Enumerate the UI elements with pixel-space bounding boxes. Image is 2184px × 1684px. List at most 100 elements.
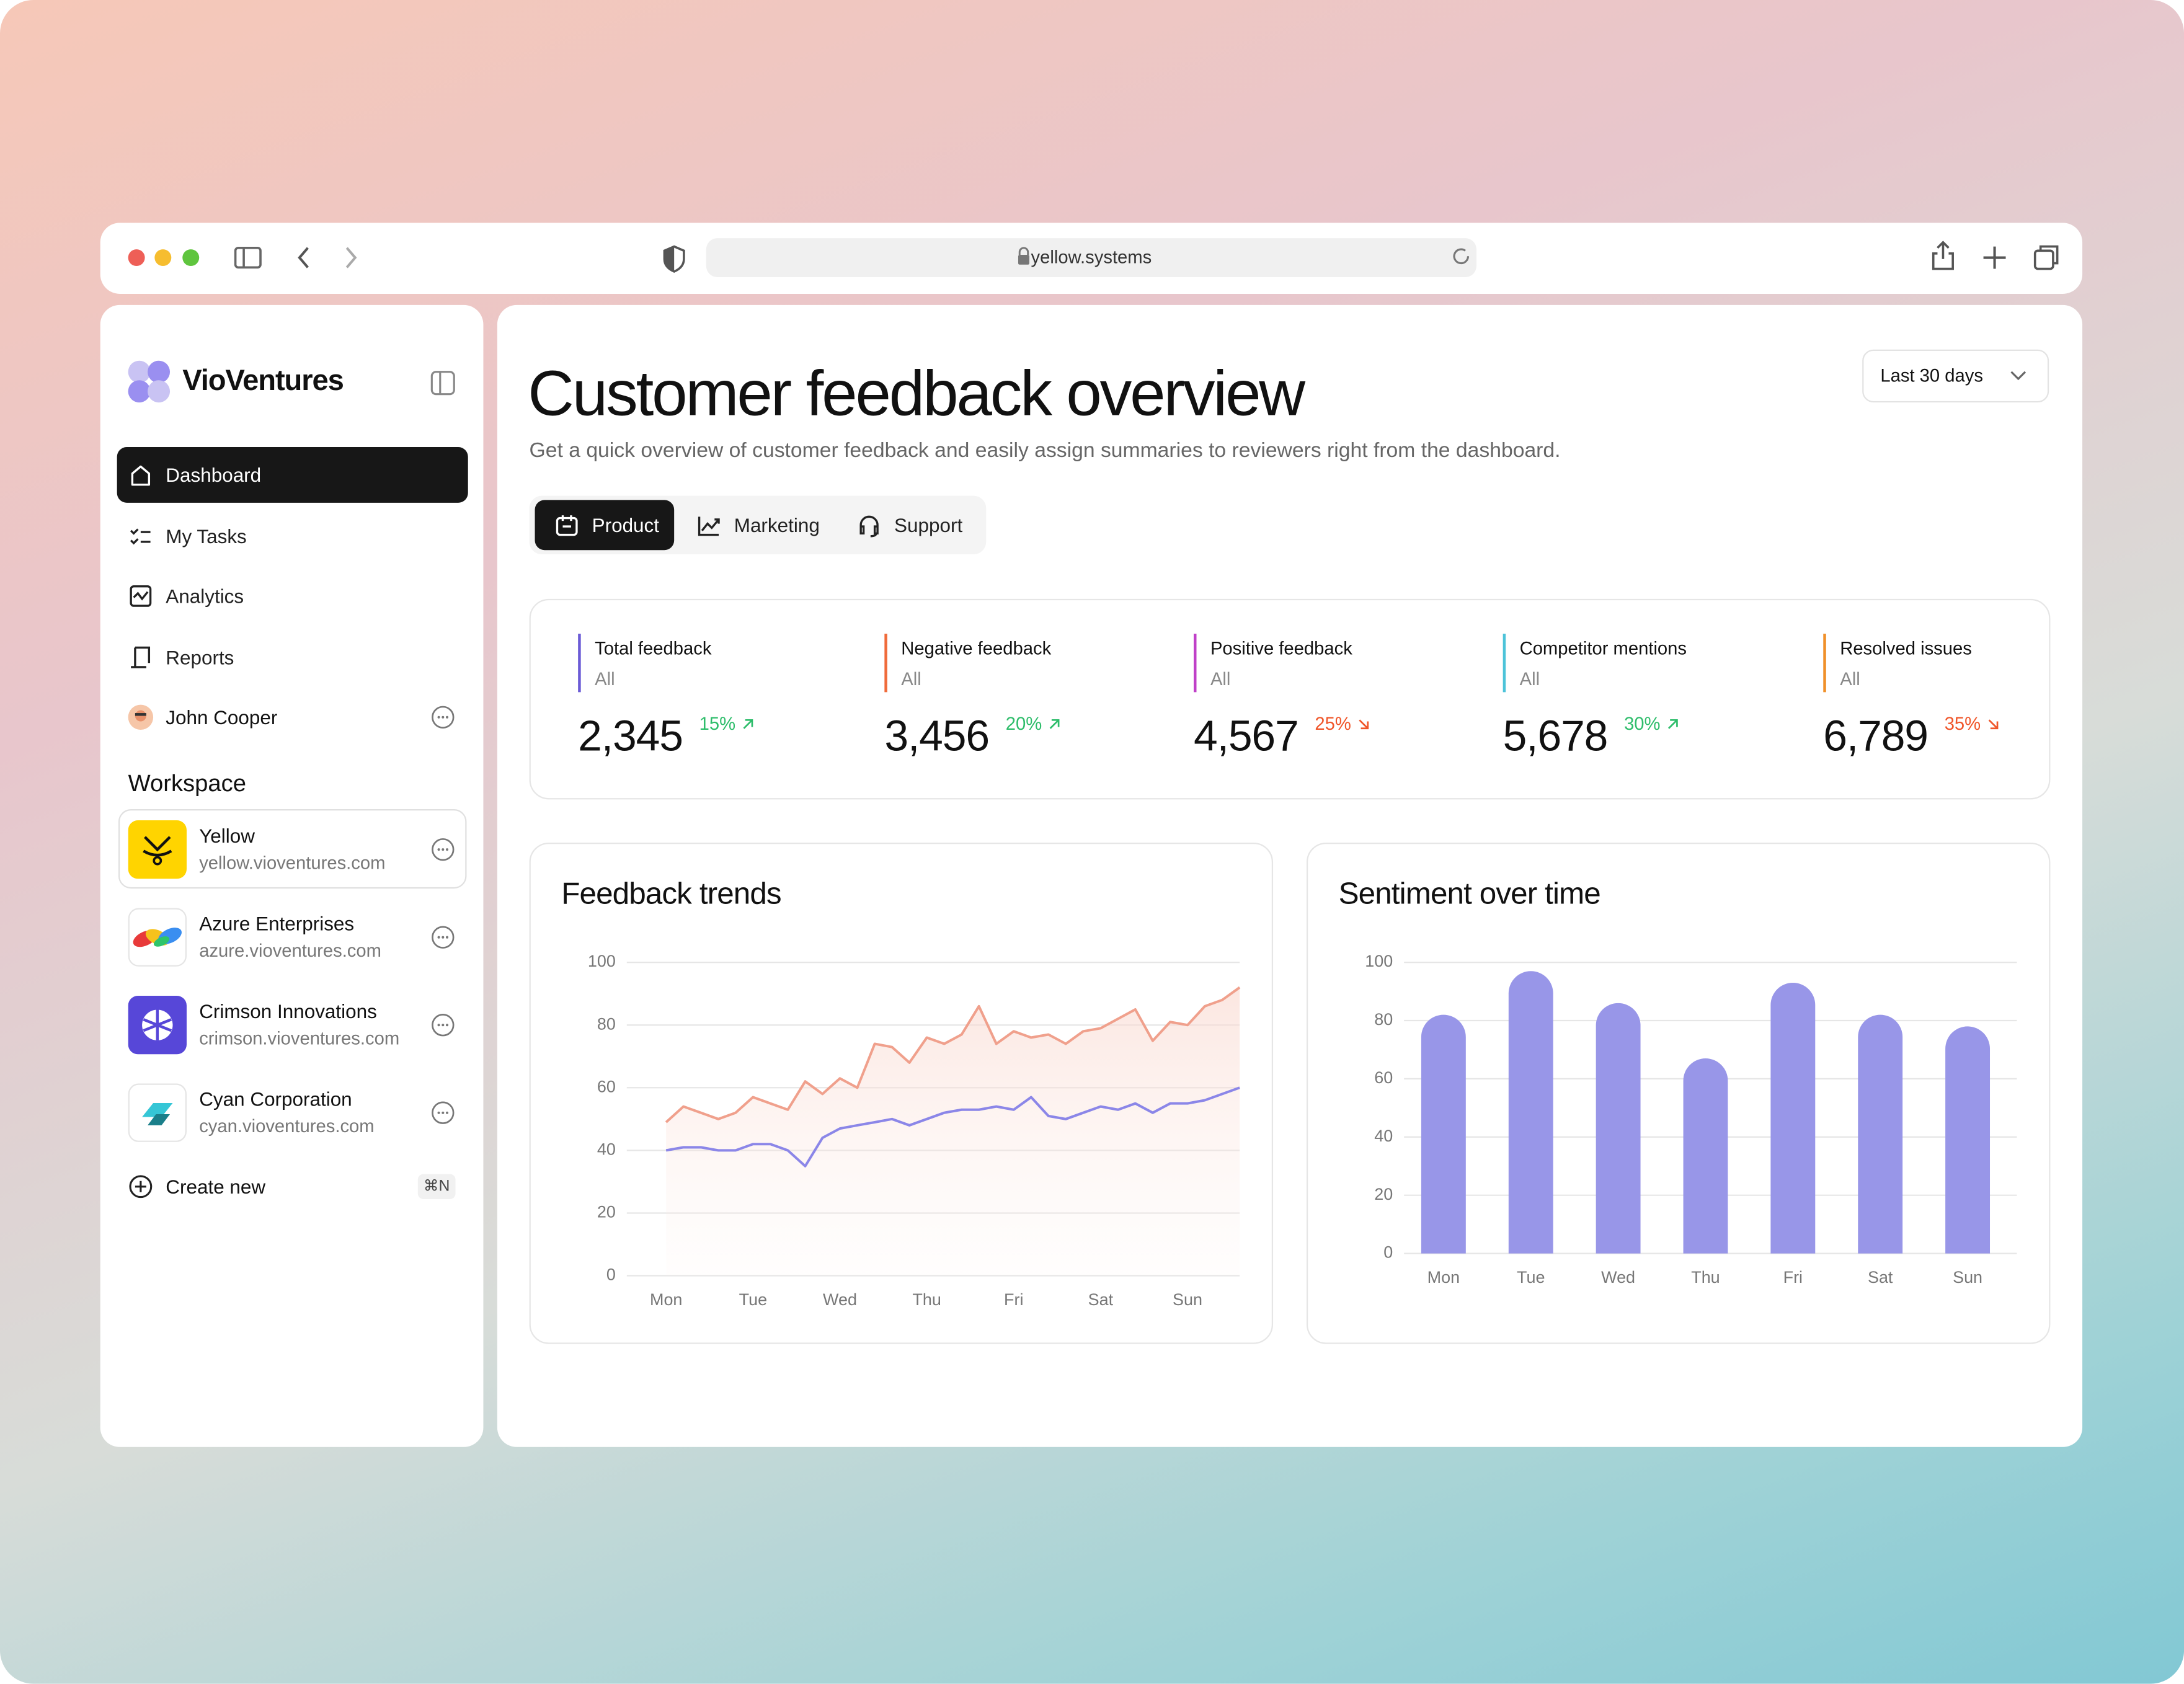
- page-subtitle: Get a quick overview of customer feedbac…: [529, 438, 1561, 463]
- x-tick-label: Wed: [1601, 1268, 1635, 1287]
- line: [665, 986, 1241, 1123]
- x-tick-label: Wed: [823, 1290, 857, 1309]
- kpi-filter: All: [901, 668, 921, 689]
- page-title: Customer feedback overview: [528, 357, 1305, 429]
- plus-icon: [129, 1175, 153, 1199]
- kpi-trend-arrow: [1667, 719, 1678, 729]
- y-tick-label: 60: [1374, 1068, 1393, 1087]
- tab-icon: [859, 515, 879, 538]
- y-tick-label: 0: [1383, 1243, 1393, 1262]
- x-tick-label: Mon: [1427, 1268, 1460, 1287]
- bar: [1508, 971, 1553, 1254]
- kpi-accent: [1193, 634, 1197, 693]
- nav-icon: [131, 465, 151, 486]
- y-tick-label: 80: [1374, 1010, 1393, 1029]
- kpi-label: Resolved issues: [1840, 637, 1972, 659]
- create-new[interactable]: Create new: [166, 1175, 266, 1198]
- kpi-value: 6,789: [1823, 711, 1929, 761]
- workspace-logo: [128, 1083, 187, 1142]
- nav-item[interactable]: Reports: [166, 646, 234, 669]
- x-tick-label: Tue: [739, 1290, 767, 1309]
- tab-icon: [556, 515, 578, 536]
- browser-bar: yellow.systems: [100, 223, 2083, 294]
- kpi-filter: All: [1210, 668, 1231, 689]
- kpi-card: [529, 598, 2051, 800]
- x-tick-label: Sat: [1088, 1290, 1114, 1309]
- more-button: [432, 926, 455, 949]
- kpi-filter: All: [1840, 668, 1860, 689]
- y-tick-label: 60: [597, 1077, 616, 1096]
- kpi-label: Positive feedback: [1210, 637, 1352, 659]
- kpi-accent: [1823, 634, 1826, 693]
- x-tick-label: Fri: [1004, 1290, 1023, 1309]
- line-chart-card: [529, 842, 1274, 1344]
- area: [666, 987, 1240, 1276]
- x-tick-label: Mon: [650, 1290, 682, 1309]
- tab-icon: [698, 516, 720, 536]
- bar: [1683, 1058, 1728, 1254]
- range-dropdown[interactable]: Last 30 days: [1862, 349, 2049, 403]
- nav-item[interactable]: Dashboard: [166, 463, 262, 486]
- sidebar: VioVentures Dashboard My Tasks Analytics Re…: [100, 304, 484, 1447]
- workspace-name[interactable]: Azure Enterprises: [199, 912, 355, 935]
- kpi-trend-arrow: [1049, 719, 1060, 729]
- workspace-selected: [118, 809, 467, 889]
- kpi-filter: All: [595, 668, 615, 689]
- tab[interactable]: Support: [894, 513, 963, 536]
- workspace-domain: crimson.vioventures.com: [199, 1027, 400, 1049]
- y-tick-label: 100: [588, 952, 616, 970]
- x-tick-label: Sat: [1868, 1268, 1893, 1287]
- workspace-domain: azure.vioventures.com: [199, 940, 381, 961]
- kpi-change: 35%: [1944, 713, 1981, 734]
- y-tick-label: 40: [597, 1140, 616, 1158]
- y-tick-label: 0: [606, 1265, 616, 1284]
- workspace-domain: yellow.vioventures.com: [199, 852, 386, 874]
- y-tick-label: 80: [597, 1014, 616, 1033]
- y-tick-label: 40: [1374, 1127, 1393, 1145]
- kpi-change: 20%: [1005, 713, 1042, 734]
- kpi-value: 3,456: [884, 711, 990, 761]
- kpi-label: Competitor mentions: [1519, 637, 1687, 659]
- workspace-logo: [128, 908, 187, 967]
- kpi-value: 2,345: [578, 711, 683, 761]
- kpi-label: Negative feedback: [901, 637, 1052, 659]
- more-button: [432, 1014, 455, 1037]
- shortcut: ⌘N: [417, 1174, 456, 1199]
- bar: [1858, 1014, 1903, 1254]
- kpi-change: 25%: [1315, 713, 1351, 734]
- avatar: [128, 704, 154, 730]
- workspace-name[interactable]: Crimson Innovations: [199, 999, 377, 1022]
- chart-title: Sentiment over time: [1339, 876, 1600, 910]
- chart-title: Feedback trends: [561, 876, 781, 910]
- tab[interactable]: Product: [592, 513, 660, 536]
- collapse-icon[interactable]: [429, 369, 457, 397]
- kpi-trend-arrow: [1359, 719, 1369, 730]
- brand-logo: [128, 360, 171, 403]
- tab[interactable]: Marketing: [734, 513, 820, 536]
- bar: [1770, 982, 1816, 1254]
- nav-icon: [131, 646, 151, 668]
- x-tick-label: Sun: [1953, 1268, 1982, 1287]
- workspace-name[interactable]: Yellow: [199, 824, 255, 847]
- kpi-accent: [1503, 634, 1506, 693]
- nav-item[interactable]: Analytics: [166, 585, 244, 608]
- workspace-logo: [128, 996, 187, 1055]
- more-button: [432, 838, 455, 861]
- x-tick-label: Fri: [1783, 1268, 1803, 1287]
- x-tick-label: Thu: [1691, 1268, 1720, 1287]
- nav-item[interactable]: My Tasks: [166, 525, 247, 547]
- url[interactable]: yellow.systems: [1031, 246, 1152, 268]
- line: [665, 1086, 1240, 1168]
- workspace-heading: Workspace: [128, 770, 246, 797]
- y-tick-label: 20: [1374, 1185, 1393, 1203]
- kpi-change: 15%: [699, 713, 736, 734]
- chevron: [2010, 371, 2026, 381]
- bar-chart-card: [1306, 842, 2051, 1344]
- kpi-change: 30%: [1624, 713, 1661, 734]
- workspace-name[interactable]: Cyan Corporation: [199, 1088, 352, 1110]
- x-tick-label: Thu: [912, 1290, 941, 1309]
- workspace-domain: cyan.vioventures.com: [199, 1115, 375, 1137]
- x-tick-label: Sun: [1173, 1290, 1202, 1309]
- kpi-filter: All: [1519, 668, 1540, 689]
